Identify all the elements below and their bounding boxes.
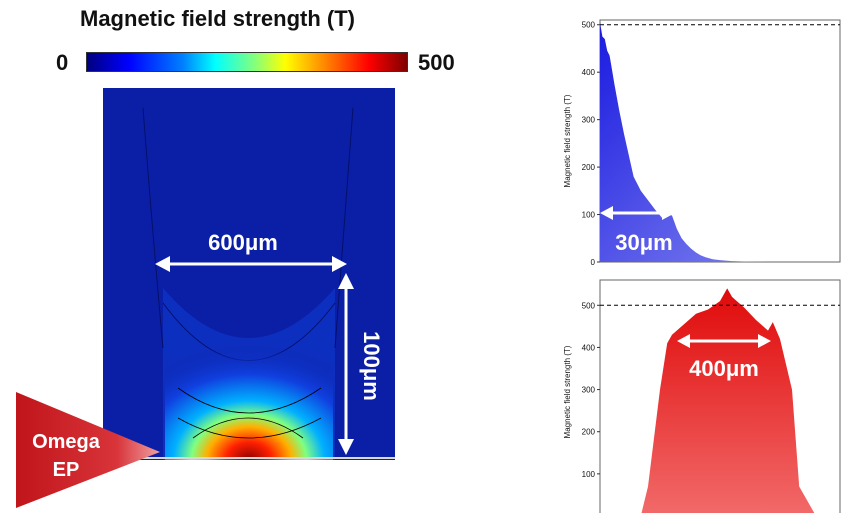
contour-line — [192, 417, 304, 439]
contour-line — [177, 387, 322, 414]
annotation-label: 400μm — [689, 356, 759, 381]
contour-line — [334, 107, 354, 349]
width-arrowhead-left — [155, 256, 170, 272]
annotation-label: 30μm — [615, 230, 673, 255]
chart-profile-400um: 100 200 300 400 500 Magnetic field strength … — [563, 279, 841, 513]
laser-beam — [16, 392, 160, 508]
y-tick-label: 400 — [582, 68, 596, 77]
width-arrowhead-right — [332, 256, 347, 272]
y-tick-label: 400 — [582, 343, 596, 352]
y-tick-label: 300 — [582, 116, 596, 125]
chart-title: Magnetic field strength (T) — [80, 6, 355, 31]
y-tick-label: 200 — [582, 163, 596, 172]
y-axis-label: Magnetic field strength (T) — [563, 345, 572, 438]
y-tick-label: 200 — [582, 428, 596, 437]
y-tick-label: 500 — [582, 21, 596, 30]
height-arrowhead-top — [338, 273, 354, 289]
y-axis-label: Magnetic field strength (T) — [563, 94, 572, 187]
chart-profile-30um: 0 100 200 300 400 500 Magnetic field strength… — [563, 19, 841, 267]
y-tick-label: 300 — [582, 386, 596, 395]
y-tick-label: 500 — [582, 301, 596, 310]
colorbar-min-label: 0 — [56, 50, 69, 75]
height-arrowhead-bottom — [338, 439, 354, 455]
colorbar — [86, 52, 408, 72]
width-annotation: 600μm — [208, 230, 278, 255]
height-annotation: 100μm — [359, 331, 384, 401]
annotation-arrowhead-right — [758, 334, 771, 348]
y-tick-label: 100 — [582, 211, 596, 220]
y-tick-label: 100 — [582, 470, 596, 479]
annotation-arrowhead-right — [662, 206, 675, 220]
series-area — [600, 22, 840, 263]
laser-label-line-2: EP — [53, 459, 80, 481]
contour-line — [142, 107, 164, 349]
annotation-arrowhead-left — [600, 206, 613, 220]
contour-line — [177, 417, 322, 439]
laser-label-line-1: Omega — [32, 431, 101, 453]
colorbar-max-label: 500 — [418, 50, 455, 75]
y-tick-label: 0 — [591, 258, 596, 267]
annotation-arrowhead-left — [677, 334, 690, 348]
